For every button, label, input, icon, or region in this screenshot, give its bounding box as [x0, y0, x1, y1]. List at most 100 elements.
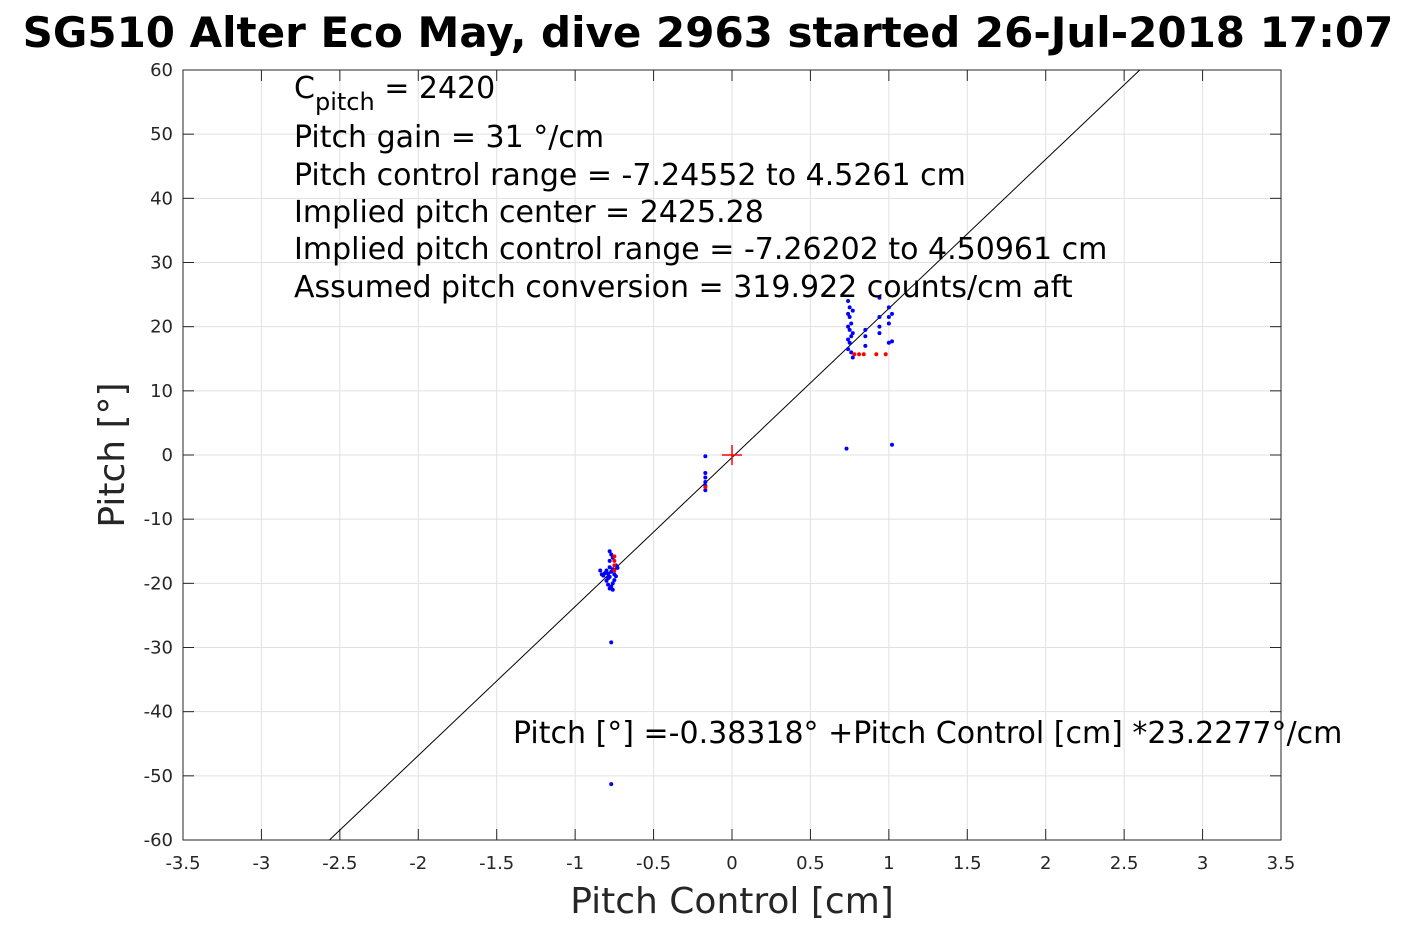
- data-point: [877, 295, 882, 300]
- data-point: [703, 475, 708, 480]
- data-point: [863, 334, 868, 339]
- x-tick-label: -3.5: [165, 853, 200, 874]
- axis-ticks: -3.5 -3 -2.5 -2 -1.5 -1 -0.5 0 0.5 1 1.5 2 2.5 3 3.5 -6…: [144, 60, 1296, 874]
- data-point: [850, 308, 855, 313]
- x-tick-label: -0.5: [636, 853, 671, 874]
- y-tick-label: 40: [150, 188, 173, 209]
- data-point: [852, 352, 857, 357]
- data-point: [604, 578, 609, 583]
- data-point: [847, 305, 852, 310]
- data-point: [703, 470, 708, 475]
- y-tick-label: -30: [144, 638, 173, 659]
- x-tick-label: 3.5: [1267, 853, 1296, 874]
- data-point: [612, 554, 617, 559]
- data-point: [849, 334, 854, 339]
- x-tick-label: -1.5: [479, 853, 514, 874]
- data-point: [877, 331, 882, 336]
- data-point: [612, 578, 617, 583]
- data-point: [612, 568, 617, 573]
- x-tick-label: -2.5: [322, 853, 357, 874]
- data-point: [863, 327, 868, 332]
- y-tick-label: -10: [144, 509, 173, 530]
- implied-range-annotation: Implied pitch control range = -7.26202 t…: [294, 232, 1107, 267]
- cpitch-annotation: Cpitch = 2420: [294, 71, 495, 116]
- data-point: [877, 324, 882, 329]
- x-tick-label: 1.5: [953, 853, 982, 874]
- chart-title: SG510 Alter Eco May, dive 2963 started 2…: [23, 8, 1394, 57]
- data-point: [610, 587, 615, 592]
- data-point: [598, 568, 603, 573]
- data-point: [847, 340, 852, 345]
- x-tick-label: 3: [1197, 853, 1208, 874]
- data-point: [607, 586, 612, 591]
- y-tick-label: 60: [150, 60, 173, 81]
- pitch-gain-annotation: Pitch gain = 31 °/cm: [294, 120, 604, 155]
- data-point: [883, 352, 888, 357]
- data-point: [846, 347, 851, 352]
- data-point: [612, 563, 617, 568]
- data-point: [612, 558, 617, 563]
- data-point: [857, 352, 862, 357]
- data-point: [849, 350, 854, 355]
- data-point: [846, 324, 851, 329]
- data-point: [886, 321, 891, 326]
- cpitch-subscript: pitch: [315, 88, 375, 116]
- data-point: [850, 331, 855, 336]
- y-tick-label: 50: [150, 124, 173, 145]
- x-tick-label: 0: [726, 853, 737, 874]
- data-point: [703, 454, 708, 459]
- data-point: [847, 327, 852, 332]
- y-tick-label: -60: [144, 830, 173, 851]
- data-point: [606, 582, 611, 587]
- y-tick-label: 30: [150, 253, 173, 274]
- data-point: [849, 321, 854, 326]
- x-tick-label: 1: [883, 853, 894, 874]
- data-point: [615, 565, 620, 570]
- data-point: [613, 574, 618, 579]
- center-marker: [722, 445, 742, 465]
- y-tick-label: 10: [150, 381, 173, 402]
- data-point: [874, 352, 879, 357]
- grid: [183, 70, 1281, 840]
- cpitch-value: = 2420: [375, 71, 496, 106]
- data-point: [607, 558, 612, 563]
- y-tick-label: -50: [144, 766, 173, 787]
- data-point: [609, 552, 614, 557]
- data-point: [850, 355, 855, 360]
- y-tick-label: 0: [162, 445, 173, 466]
- data-point: [889, 311, 894, 316]
- data-point: [609, 782, 614, 787]
- data-point: [846, 311, 851, 316]
- data-point: [703, 479, 708, 484]
- x-tick-label: 0.5: [796, 853, 825, 874]
- data-point: [886, 315, 891, 320]
- y-tick-label: 20: [150, 317, 173, 338]
- data-point: [703, 488, 708, 493]
- data-point: [610, 581, 615, 586]
- data-point: [846, 337, 851, 342]
- data-point: [607, 549, 612, 554]
- conversion-annotation: Assumed pitch conversion = 319.922 count…: [294, 270, 1073, 305]
- y-tick-label: -20: [144, 573, 173, 594]
- data-point: [847, 315, 852, 320]
- x-tick-label: -1: [566, 853, 584, 874]
- y-tick-label: -40: [144, 702, 173, 723]
- data-point: [861, 352, 866, 357]
- data-point: [844, 446, 849, 451]
- data-point: [846, 299, 851, 303]
- data-point: [889, 442, 894, 447]
- y-axis-label: Pitch [°]: [92, 382, 133, 527]
- control-range-annotation: Pitch control range = -7.24552 to 4.5261…: [294, 158, 966, 193]
- cpitch-symbol: C: [294, 71, 315, 106]
- data-point: [703, 485, 708, 490]
- x-axis-label: Pitch Control [cm]: [570, 881, 894, 922]
- data-point: [863, 343, 868, 348]
- x-tick-label: 2: [1040, 853, 1051, 874]
- x-tick-label: 2.5: [1110, 853, 1139, 874]
- data-point: [886, 305, 891, 310]
- data-point: [889, 339, 894, 344]
- data-point: [606, 571, 611, 576]
- data-point: [609, 640, 614, 645]
- data-point: [886, 340, 891, 345]
